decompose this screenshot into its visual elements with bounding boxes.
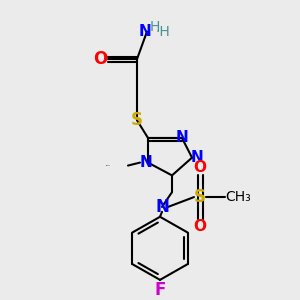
Text: N: N (155, 198, 169, 216)
Text: S: S (194, 188, 206, 206)
Text: S: S (131, 111, 143, 129)
Text: O: O (93, 50, 107, 68)
Text: N: N (139, 24, 152, 39)
Text: O: O (194, 160, 206, 175)
Text: O: O (194, 219, 206, 234)
Text: ·H: ·H (156, 25, 170, 38)
Text: N: N (176, 130, 188, 146)
Text: CH₃: CH₃ (225, 190, 251, 204)
Text: N: N (140, 155, 152, 170)
Text: methyl: methyl (106, 165, 110, 166)
Text: H: H (150, 20, 160, 34)
Text: N: N (190, 150, 203, 165)
Text: F: F (154, 281, 166, 299)
